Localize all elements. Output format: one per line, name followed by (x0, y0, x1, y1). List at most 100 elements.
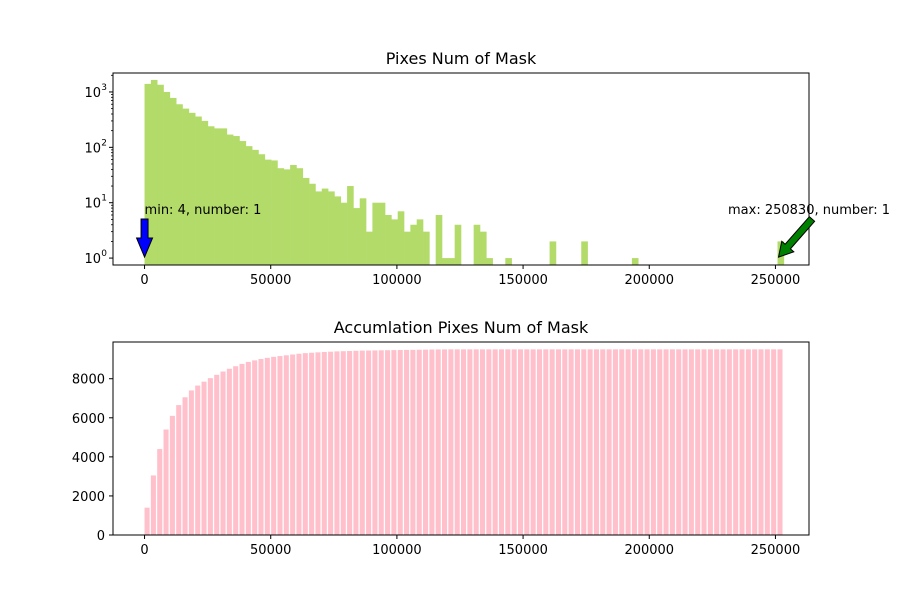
accumulation-bar (676, 349, 682, 535)
histogram-bar (372, 202, 380, 265)
arrow-min-icon (135, 218, 154, 259)
accumulation-bar (473, 349, 479, 535)
accumulation-bar (302, 353, 308, 535)
histogram-bar (359, 198, 367, 265)
histogram-bar (397, 211, 405, 265)
y-tick-label: 6000 (72, 412, 105, 427)
arrow-max-icon (777, 215, 816, 258)
accumulation-bar (619, 349, 625, 535)
y-tick-label: 10 (84, 86, 101, 101)
accumulation-bar (404, 349, 410, 535)
accumulation-bar (226, 368, 232, 535)
chart-histogram: Pixes Num of Mask 0 50000 100000 150000 2000… (84, 49, 890, 288)
accumulation-bar (372, 350, 378, 535)
accumulation-bar (600, 349, 606, 535)
histogram-bar (347, 186, 354, 265)
histogram-bar (473, 224, 481, 265)
histogram-bar (271, 160, 278, 265)
accumulation-bar (176, 405, 182, 535)
histogram-bar (182, 108, 190, 265)
accumulation-bar (663, 349, 669, 535)
x-tick-label: 100000 (372, 273, 422, 288)
histogram-bar (378, 202, 386, 265)
accumulation-bar (606, 349, 612, 535)
accumulation-bar (321, 351, 327, 535)
accumulation-bar (486, 349, 492, 535)
accumulation-bar (549, 349, 555, 535)
accumulation-bar (410, 349, 416, 535)
accumulation-bar (650, 349, 656, 535)
accumulation-bar (631, 349, 637, 535)
x-tick-label: 0 (140, 543, 148, 558)
accumulation-bar (777, 349, 783, 535)
accumulation-bar (733, 349, 739, 535)
histogram-bar (226, 134, 234, 265)
accumulation-bar (492, 349, 498, 535)
y-tick-label: 10 (84, 252, 101, 267)
histogram-bar (163, 91, 171, 265)
accumulation-bar (758, 349, 764, 535)
x-tick-label: 50000 (250, 273, 291, 288)
histogram-bar (150, 79, 158, 265)
histogram-bar (252, 149, 259, 265)
y-tick-exponent: 0 (101, 249, 107, 259)
accumulation-bar (169, 415, 175, 535)
plot-frame (112, 341, 810, 536)
accumulation-bar (366, 350, 372, 535)
accumulation-bar (214, 374, 220, 535)
accumulation-bar (568, 349, 574, 535)
accumulation-bar (353, 350, 359, 535)
accumulation-bar (498, 349, 505, 535)
y-axis: 0 2000 4000 6000 8000 (72, 373, 113, 544)
accumulation-bar (479, 349, 486, 535)
accumulation-bar (581, 349, 587, 535)
histogram-bar (309, 183, 316, 265)
accumulation-bar (707, 349, 713, 535)
histogram-bar (581, 241, 588, 265)
histogram-bar (385, 214, 392, 265)
histogram-bar (454, 224, 462, 265)
histogram-bar (157, 84, 164, 265)
chart-title: Pixes Num of Mask (386, 49, 537, 68)
histogram-bar (340, 202, 348, 265)
x-tick-label: 200000 (624, 273, 674, 288)
accumulation-bar (258, 358, 264, 535)
accumulation-bar (454, 349, 460, 535)
histogram-bar (410, 224, 417, 265)
histogram-bar (207, 126, 215, 265)
accumulation-bar (359, 350, 365, 535)
x-tick-label: 150000 (498, 273, 548, 288)
annotation-min: min: 4, number: 1 (145, 203, 262, 218)
accumulation-bar (625, 349, 631, 535)
histogram-bar (214, 128, 221, 265)
accumulation-bar (378, 350, 384, 535)
annotation-max: max: 250830, number: 1 (728, 203, 890, 218)
x-tick-label: 200000 (624, 543, 674, 558)
histogram-bar (233, 136, 240, 265)
histogram-bars (144, 79, 785, 266)
accumulation-bar (739, 349, 745, 535)
histogram-bar (315, 191, 323, 265)
accumulation-bar (290, 354, 296, 535)
x-tick-label: 50000 (250, 543, 291, 558)
histogram-bar (264, 159, 272, 265)
accumulation-bar (442, 349, 448, 535)
accumulation-bar (543, 349, 549, 535)
accumulation-bar (562, 349, 568, 535)
accumulation-bar (726, 349, 732, 535)
x-tick-label: 100000 (372, 543, 422, 558)
histogram-bar (366, 231, 373, 265)
accumulation-bar (239, 363, 245, 535)
y-tick-exponent: 3 (101, 83, 107, 93)
accumulation-bar (245, 361, 251, 535)
y-tick-exponent: 2 (101, 138, 107, 148)
x-tick-label: 150000 (498, 543, 548, 558)
accumulation-bar (536, 349, 543, 535)
accumulation-bar (644, 349, 650, 535)
histogram-bar (245, 146, 253, 265)
y-tick-label: 8000 (72, 373, 105, 388)
histogram-bar (423, 231, 430, 265)
accumulation-bar (347, 350, 353, 535)
